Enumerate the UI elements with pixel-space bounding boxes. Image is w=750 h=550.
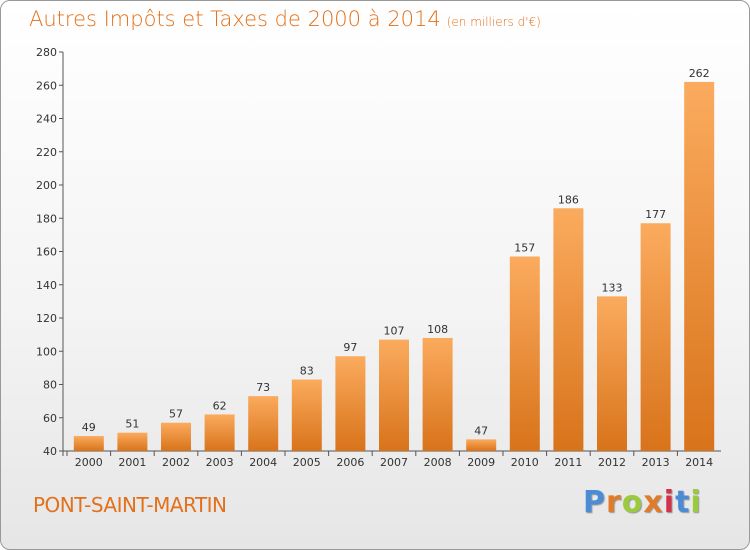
bar-value-label: 51 (125, 418, 139, 431)
bar-value-label: 262 (689, 67, 710, 80)
bar-value-label: 186 (558, 193, 579, 206)
x-tick-label: 2000 (75, 456, 103, 469)
y-tick-label: 60 (43, 412, 57, 425)
bar-value-label: 177 (645, 208, 666, 221)
bar-value-label: 83 (300, 365, 314, 378)
bar-2001 (117, 432, 148, 451)
x-tick-label: 2010 (511, 456, 539, 469)
x-tick-label: 2014 (685, 456, 713, 469)
bar-value-label: 107 (384, 325, 405, 338)
x-tick-label: 2012 (598, 456, 626, 469)
x-tick-label: 2009 (467, 456, 495, 469)
x-tick-label: 2013 (642, 456, 670, 469)
bar-value-label: 73 (256, 381, 270, 394)
bar-value-label: 57 (169, 408, 183, 421)
bar-2012 (597, 296, 627, 451)
bar-value-label: 157 (514, 241, 535, 254)
bar-2005 (291, 379, 322, 451)
x-tick-label: 2005 (293, 456, 321, 469)
bar-2013 (640, 223, 671, 451)
chart-title-text: Autres Impôts et Taxes de 2000 à 2014 (29, 7, 441, 31)
y-tick-label: 280 (36, 46, 57, 59)
town-name: PONT-SAINT-MARTIN (33, 493, 227, 517)
logo-letter: i (663, 485, 676, 520)
chart-bars: 49 51 57 62 73 83 97 107 108 47 157 186 133 177 262 (73, 67, 715, 452)
x-tick-label: 2003 (206, 456, 234, 469)
chart-axes: 40 60 80 100 120 140 160 180 200 220 240 260 280 2000… (36, 46, 721, 469)
x-tick-label: 2004 (249, 456, 277, 469)
y-tick-label: 40 (43, 445, 57, 458)
bar-value-label: 97 (343, 341, 357, 354)
logo-letter: o (621, 485, 644, 520)
bar-value-label: 62 (213, 399, 227, 412)
y-tick-label: 260 (36, 79, 57, 92)
logo-letter: t (675, 485, 691, 520)
y-tick-label: 200 (36, 179, 57, 192)
x-tick-label: 2006 (336, 456, 364, 469)
y-tick-label: 180 (36, 212, 57, 225)
bar-2007 (379, 339, 409, 451)
bar-2002 (161, 422, 191, 451)
y-tick-label: 80 (43, 379, 57, 392)
y-tick-label: 140 (36, 279, 57, 292)
x-tick-label: 2007 (380, 456, 408, 469)
bar-2006 (335, 356, 366, 451)
bar-2000 (73, 436, 104, 451)
logo-letter: x (643, 485, 664, 520)
bar-2011 (553, 208, 584, 451)
y-tick-label: 240 (36, 113, 57, 126)
proxiti-logo: Proxiti (583, 485, 702, 520)
x-tick-label: 2002 (162, 456, 190, 469)
logo-letter: i (690, 485, 702, 520)
bar-2003 (204, 414, 235, 451)
y-tick-label: 100 (36, 345, 57, 358)
x-tick-label: 2011 (554, 456, 582, 469)
bar-value-label: 49 (82, 421, 96, 434)
x-tick-label: 2008 (424, 456, 452, 469)
bar-2010 (509, 256, 540, 451)
y-tick-label: 220 (36, 146, 57, 159)
bar-value-label: 108 (427, 323, 448, 336)
x-tick-label: 2001 (118, 456, 146, 469)
bar-2009 (466, 439, 497, 451)
chart-unit: (en milliers d'€) (446, 15, 541, 29)
logo-letter: P (583, 485, 606, 520)
y-tick-label: 120 (36, 312, 57, 325)
bar-2014 (684, 81, 715, 452)
chart-title: Autres Impôts et Taxes de 2000 à 2014 (en… (29, 7, 541, 31)
logo-letter: r (606, 485, 622, 520)
bar-2004 (248, 396, 279, 451)
bar-value-label: 133 (602, 281, 623, 294)
bar-value-label: 47 (474, 424, 488, 437)
y-tick-label: 160 (36, 246, 57, 259)
bar-2008 (422, 337, 453, 451)
